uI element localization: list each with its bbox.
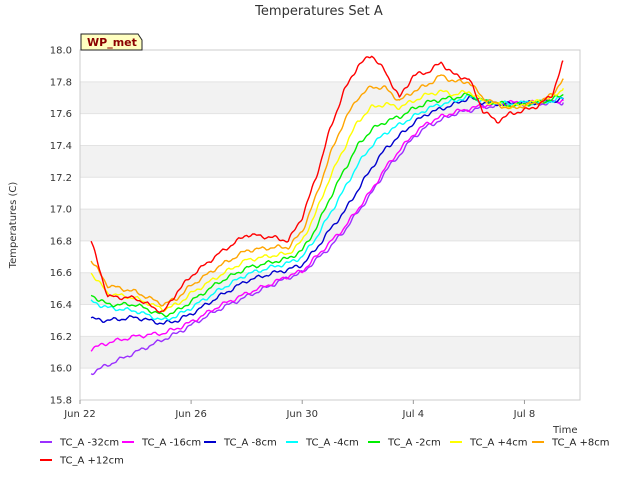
y-tick-label: 16.0: [50, 364, 72, 375]
legend: TC_A -32cm TC_A -16cm TC_A -8cm TC_A -4cm TC…: [40, 438, 610, 467]
x-tick-label: Jun 22: [63, 409, 96, 420]
y-tick-label: 16.4: [50, 300, 72, 311]
y-tick-label: 17.8: [50, 77, 72, 88]
x-tick-label: Jul 4: [402, 409, 425, 420]
x-tick-label: Jun 26: [174, 409, 207, 420]
background-band: [80, 336, 580, 369]
legend-label: TC_A +12cm: [59, 456, 124, 467]
site-badge-box: [80, 33, 143, 51]
y-tick-label: 18.0: [50, 46, 72, 57]
plot-area: [79, 49, 581, 401]
legend-label: TC_A -32cm: [59, 438, 119, 449]
x-tick-label: Jul 8: [513, 409, 536, 420]
y-tick-label: 17.6: [50, 109, 72, 120]
series-lines: [90, 55, 564, 376]
legend-item: TC_A +4cm: [450, 438, 528, 449]
legend-item: TC_A +12cm: [40, 456, 124, 467]
background-band: [80, 145, 580, 178]
y-tick-label: 17.0: [50, 205, 72, 216]
site-badge-label: WP_met: [87, 36, 137, 49]
legend-item: TC_A +8cm: [532, 438, 610, 449]
x-axis-label: Time: [552, 425, 577, 436]
legend-item: TC_A -4cm: [286, 438, 359, 449]
legend-item: TC_A -8cm: [204, 438, 277, 449]
site-badge: WP_met: [80, 33, 143, 51]
legend-label: TC_A -16cm: [141, 438, 201, 449]
series-line: [90, 87, 564, 313]
legend-label: TC_A +8cm: [551, 438, 610, 449]
y-tick-label: 15.8: [50, 396, 72, 407]
background-band: [80, 81, 580, 114]
legend-item: TC_A -2cm: [368, 438, 441, 449]
x-tick-label: Jun 30: [285, 409, 318, 420]
background-band: [80, 272, 580, 305]
legend-label: TC_A -8cm: [223, 438, 277, 449]
series-line: [90, 55, 564, 314]
y-axis-label: Temperatures (C): [8, 182, 19, 270]
legend-item: TC_A -16cm: [122, 438, 201, 449]
legend-item: TC_A -32cm: [40, 438, 119, 449]
series-line: [90, 74, 564, 307]
legend-label: TC_A -4cm: [305, 438, 359, 449]
plot-background-bands: [80, 49, 580, 401]
y-tick-label: 17.2: [50, 173, 72, 184]
y-tick-label: 16.8: [50, 236, 72, 247]
y-axis: 15.8 16.0 16.2 16.4 16.6 16.8 17.0 17.2 17.4 17.6…: [50, 46, 72, 407]
y-tick-label: 16.6: [50, 268, 72, 279]
legend-label: TC_A +4cm: [469, 438, 528, 449]
y-tick-label: 17.4: [50, 141, 72, 152]
x-axis: Jun 22 Jun 26 Jun 30 Jul 4 Jul 8: [63, 400, 535, 420]
y-tick-label: 16.2: [50, 332, 72, 343]
chart-title: Temperatures Set A: [254, 4, 383, 19]
legend-label: TC_A -2cm: [387, 438, 441, 449]
